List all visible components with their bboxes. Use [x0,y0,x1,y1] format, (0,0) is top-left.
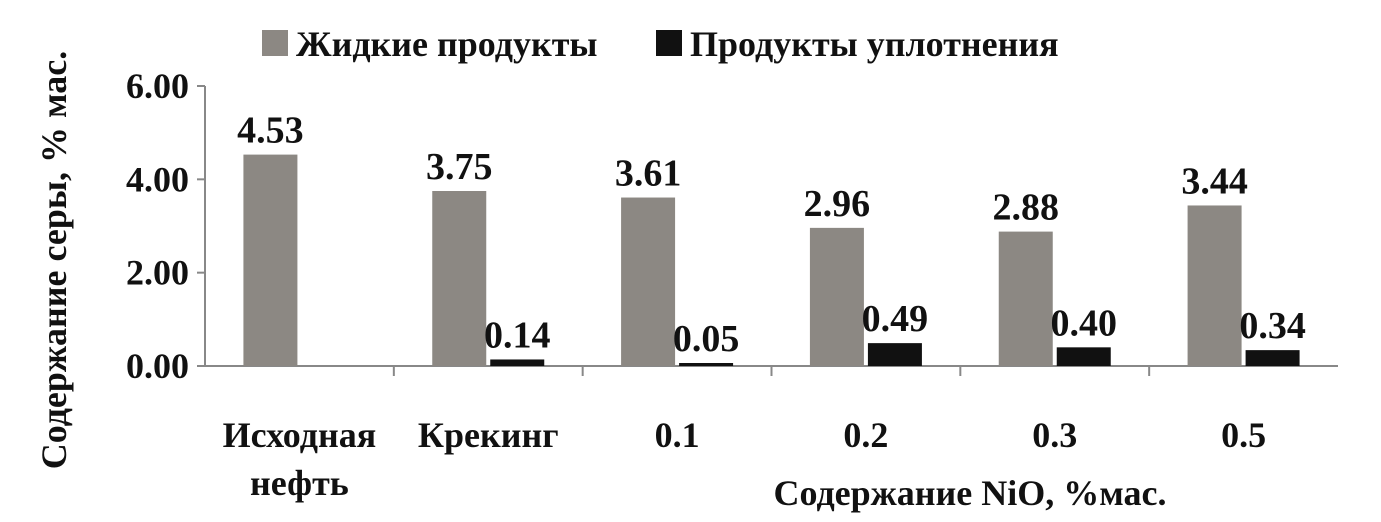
category-labels: Исходная нефть Крекинг 0.1 0.2 0.3 0.5 [223,415,1266,503]
value-labels: 4.53 3.75 3.61 2.96 2.88 3.44 0.14 0.05 0.49 0.40… [237,110,1306,360]
y-tick-label: 4.00 [126,159,189,199]
bar-liquid-products [809,227,864,366]
legend-entry: Жидкие продукты [296,24,597,64]
data-label: 0.14 [484,314,551,356]
data-label: 0.34 [1239,305,1306,347]
data-label: 0.40 [1051,302,1118,344]
x-category-label: 0.3 [1032,415,1077,455]
bars [243,154,1300,366]
data-label: 0.49 [862,298,929,340]
data-label: 2.96 [804,183,871,225]
data-label: 2.88 [993,187,1060,229]
data-label: 0.05 [673,318,740,360]
bar-liquid-products [1187,205,1242,366]
bar-condensation-products [679,363,734,366]
legend-swatch [262,30,288,56]
x-category-label: 0.5 [1221,415,1266,455]
legend-entry: Продукты уплотнения [690,24,1059,64]
bar-liquid-products [243,154,298,366]
x-category-label: 0.1 [655,415,700,455]
bar-condensation-products [490,359,545,366]
bar-condensation-products [1245,350,1300,366]
y-tick-label: 6.00 [126,66,189,106]
data-label: 3.44 [1181,160,1248,202]
y-axis-label: Содержание серы, % мас. [34,51,74,470]
bar-condensation-products [867,343,922,366]
y-axis-ticks: 0.00 2.00 4.00 6.00 [126,66,205,386]
bar-liquid-products [432,191,487,366]
data-label: 3.61 [615,153,682,195]
x-category-label: 0.2 [843,415,888,455]
legend: Жидкие продукты Продукты уплотнения [262,24,1059,64]
x-axis-ticks [392,366,1151,376]
data-label: 3.75 [426,146,493,188]
x-category-label: нефть [250,463,349,503]
x-category-label: Крекинг [418,415,559,455]
bar-condensation-products [1056,347,1111,366]
bar-liquid-products [621,197,676,366]
bar-liquid-products [998,231,1053,366]
data-label: 4.53 [237,110,304,152]
x-axis-label: Содержание NiO, %мас. [774,473,1167,513]
y-tick-label: 0.00 [126,346,189,386]
x-category-label: Исходная [223,415,377,455]
y-tick-label: 2.00 [126,253,189,293]
legend-swatch [656,30,682,56]
